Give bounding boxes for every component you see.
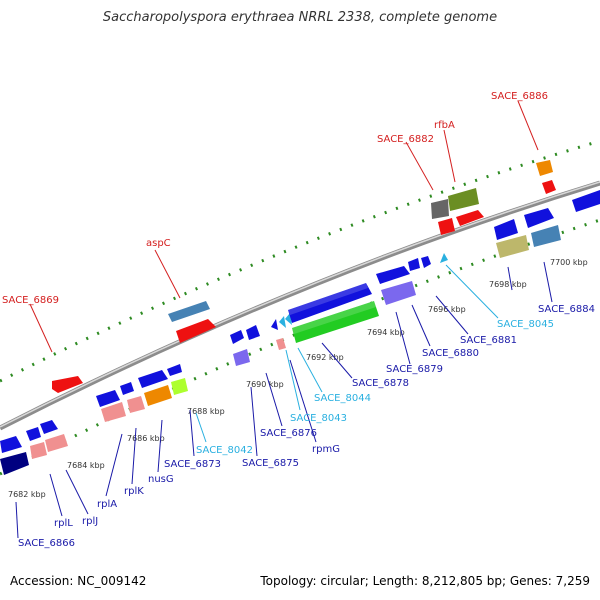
gene-feature[interactable]: [572, 190, 600, 212]
gene-feature[interactable]: [531, 225, 561, 247]
gene-feature[interactable]: [536, 160, 553, 176]
gene-label-rfba[interactable]: rfbA: [434, 120, 455, 131]
gene-feature[interactable]: [0, 436, 22, 453]
gene-label-sace-6878[interactable]: SACE_6878: [352, 378, 409, 389]
gene-label-sace-8045[interactable]: SACE_8045: [497, 319, 554, 330]
gene-feature[interactable]: [120, 382, 134, 395]
gene-feature[interactable]: [52, 376, 83, 393]
gene-feature[interactable]: [40, 420, 58, 434]
gene-label-nusg[interactable]: nusG: [148, 474, 174, 485]
kbp-label-7700: 7700 kbp: [550, 258, 588, 267]
gene-feature[interactable]: [496, 235, 529, 258]
gene-feature[interactable]: [30, 442, 47, 459]
gene-feature[interactable]: [233, 349, 250, 366]
gene-feature[interactable]: [271, 319, 278, 330]
gene-label-sace-6873[interactable]: SACE_6873: [164, 459, 221, 470]
gene-feature[interactable]: [524, 208, 554, 228]
gene-label-sace-6866[interactable]: SACE_6866: [18, 538, 75, 549]
gene-label-sace-6882[interactable]: SACE_6882: [377, 134, 434, 145]
reverse-genes: [0, 225, 561, 475]
gene-feature[interactable]: [168, 301, 210, 322]
gene-feature[interactable]: [448, 188, 479, 211]
gene-feature[interactable]: [408, 258, 420, 271]
gene-feature[interactable]: [144, 385, 172, 406]
gene-feature[interactable]: [101, 402, 126, 422]
gene-feature[interactable]: [26, 427, 41, 441]
kbp-label-7694: 7694 kbp: [367, 328, 405, 337]
gene-label-rplk[interactable]: rplK: [124, 486, 144, 497]
gene-feature[interactable]: [438, 218, 455, 235]
gene-feature[interactable]: [176, 319, 216, 343]
kbp-label-7682: 7682 kbp: [8, 490, 46, 499]
genome-backbone-highlight: [0, 181, 600, 428]
gene-labels: SACE_6869 aspC SACE_6882 rfbA SACE_6886 …: [2, 91, 595, 549]
gene-feature[interactable]: [279, 316, 286, 328]
kbp-label-7690: 7690 kbp: [246, 380, 284, 389]
gene-feature[interactable]: [138, 370, 168, 388]
topology-text: Topology: circular; Length: 8,212,805 bp…: [260, 574, 590, 588]
kbp-label-7684: 7684 kbp: [67, 461, 105, 470]
gene-feature[interactable]: [0, 452, 29, 475]
gene-label-sace-6881[interactable]: SACE_6881: [460, 335, 517, 346]
gene-feature[interactable]: [381, 281, 416, 305]
gene-label-sace-6880[interactable]: SACE_6880: [422, 348, 479, 359]
gene-label-sace-8044[interactable]: SACE_8044: [314, 393, 371, 404]
gene-label-sace-8042[interactable]: SACE_8042: [196, 445, 253, 456]
gene-label-sace-6884[interactable]: SACE_6884: [538, 304, 595, 315]
gene-label-rplj[interactable]: rplJ: [82, 516, 98, 527]
gene-feature[interactable]: [167, 364, 182, 376]
leader-lines: [15, 100, 553, 539]
map-title: Saccharopolyspora erythraea NRRL 2338, c…: [102, 10, 498, 25]
gene-feature[interactable]: [431, 199, 449, 219]
gene-feature[interactable]: [456, 210, 484, 226]
gene-feature[interactable]: [230, 330, 244, 344]
gene-feature[interactable]: [45, 434, 68, 452]
forward-genes: [0, 160, 600, 453]
gene-feature[interactable]: [288, 283, 372, 323]
gene-feature[interactable]: [127, 396, 145, 413]
genome-backbone: [0, 180, 600, 431]
accession-text: Accession: NC_009142: [10, 574, 147, 588]
kbp-label-7688: 7688 kbp: [187, 407, 225, 416]
gene-label-sace-6879[interactable]: SACE_6879: [386, 364, 443, 375]
kbp-label-7686: 7686 kbp: [127, 434, 165, 443]
gene-label-sace-6869[interactable]: SACE_6869: [2, 295, 59, 306]
gene-label-sace-6875[interactable]: SACE_6875: [242, 458, 299, 469]
gene-feature[interactable]: [542, 180, 556, 194]
gene-label-sace-6886[interactable]: SACE_6886: [491, 91, 548, 102]
gene-label-sace-8043[interactable]: SACE_8043: [290, 413, 347, 424]
gene-shading: [288, 283, 376, 334]
gene-feature[interactable]: [246, 325, 260, 340]
gene-feature[interactable]: [292, 301, 379, 343]
gene-feature[interactable]: [376, 266, 410, 284]
gene-feature[interactable]: [440, 253, 448, 263]
gene-label-rpla[interactable]: rplA: [97, 499, 117, 510]
gene-label-rpll[interactable]: rplL: [54, 518, 73, 529]
gene-feature[interactable]: [421, 256, 431, 268]
gene-feature[interactable]: [96, 390, 120, 407]
gene-label-aspc[interactable]: aspC: [146, 238, 171, 249]
gene-label-sace-6876[interactable]: SACE_6876: [260, 428, 317, 439]
kbp-label-7698: 7698 kbp: [489, 280, 527, 289]
gene-feature[interactable]: [494, 219, 518, 240]
gene-feature[interactable]: [276, 338, 286, 350]
gene-label-rpmg[interactable]: rpmG: [312, 444, 340, 455]
kbp-label-7692: 7692 kbp: [306, 353, 344, 362]
gene-feature[interactable]: [171, 378, 188, 395]
